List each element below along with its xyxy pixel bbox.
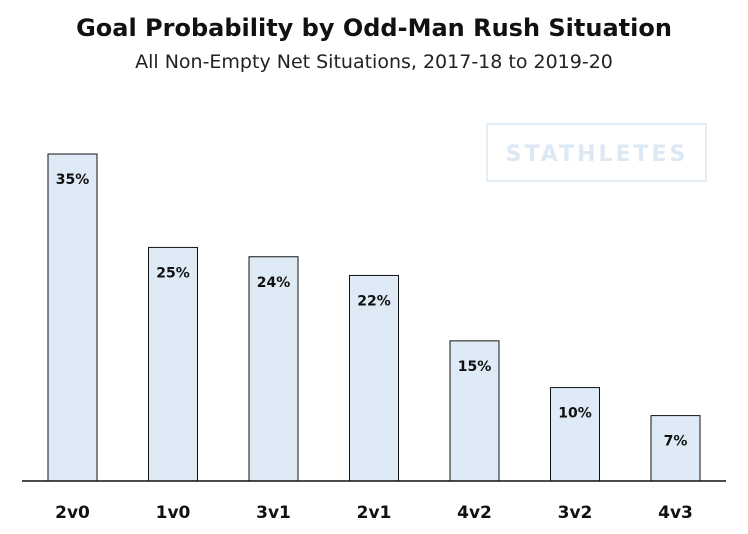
bar-4v3: [650, 415, 701, 482]
x-axis-ticks: 2v0 1v0 3v1 2v1 4v2 3v2 4v3: [55, 503, 693, 523]
value-label-2v1: 22%: [357, 293, 391, 309]
value-label-4v2: 15%: [458, 359, 492, 375]
chart-subtitle: All Non-Empty Net Situations, 2017-18 to…: [135, 51, 613, 73]
x-tick-label-3v2: 3v2: [558, 503, 593, 523]
bars: 35% 25% 24% 22% 15% 10% 7%: [47, 153, 701, 482]
bar-2v0: [47, 153, 98, 482]
watermark: STATHLETES: [486, 123, 707, 182]
value-label-1v0: 25%: [156, 265, 190, 281]
watermark-text: STATHLETES: [506, 142, 689, 167]
x-tick-label-2v1: 2v1: [357, 503, 392, 523]
bar-3v2: [550, 387, 600, 482]
bar-2v1: [349, 274, 399, 482]
x-tick-label-4v2: 4v2: [457, 503, 492, 523]
value-label-2v0: 35%: [56, 172, 90, 188]
value-label-3v2: 10%: [558, 406, 592, 422]
bar-4v2: [449, 340, 500, 482]
value-label-4v3: 7%: [664, 434, 688, 450]
x-tick-label-2v0: 2v0: [55, 503, 90, 523]
chart-title: Goal Probability by Odd-Man Rush Situati…: [76, 14, 672, 42]
x-tick-label-3v1: 3v1: [256, 503, 291, 523]
watermark-box: [486, 123, 707, 182]
value-label-3v1: 24%: [257, 275, 291, 291]
x-tick-label-4v3: 4v3: [658, 503, 693, 523]
x-tick-label-1v0: 1v0: [156, 503, 191, 523]
bar-1v0: [148, 246, 198, 482]
